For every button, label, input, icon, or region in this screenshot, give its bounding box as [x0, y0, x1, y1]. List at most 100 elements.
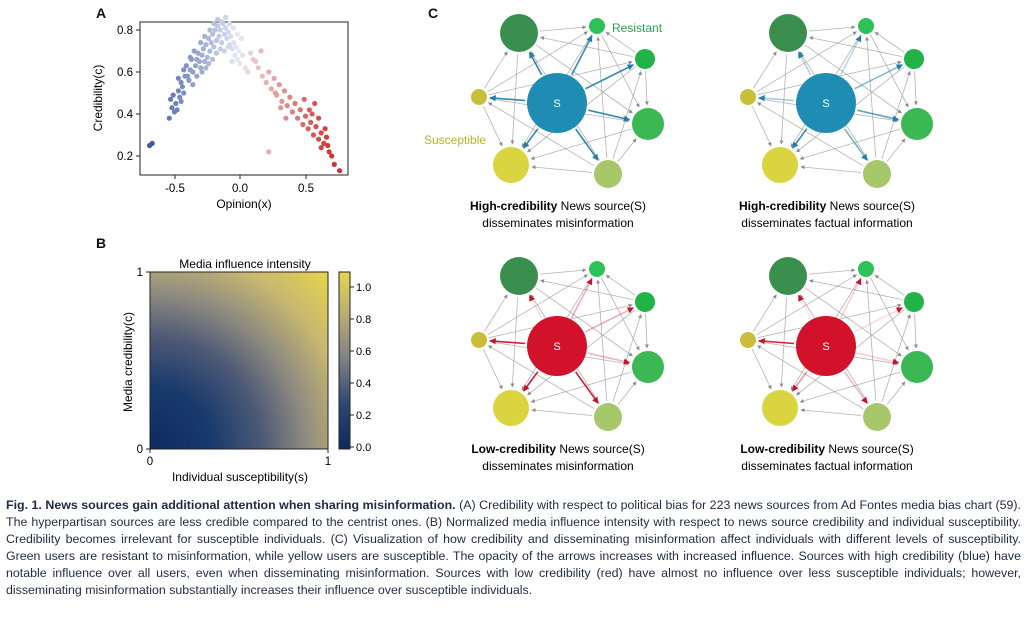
resistant-node [904, 49, 924, 69]
scatter-point [221, 31, 227, 37]
colorbar-tick: 0.8 [356, 314, 371, 326]
source-edge [528, 51, 543, 76]
scatter-point [166, 115, 172, 121]
network-edge [530, 371, 631, 403]
network-edge [531, 408, 593, 416]
network-edge [482, 348, 503, 390]
source-edge [758, 338, 795, 345]
susceptible-label: Susceptible [424, 133, 486, 147]
scatter-point [323, 134, 330, 140]
scatter-point [175, 88, 181, 94]
network-edge [757, 102, 864, 167]
network-edge [612, 314, 642, 402]
network-edge [752, 51, 777, 89]
scatter-point [221, 48, 227, 54]
scatter-point [225, 29, 231, 35]
network-edge [886, 381, 906, 405]
panel-a-xtick: -0.5 [165, 183, 185, 195]
scatter-point [230, 40, 236, 46]
scatter-point [196, 58, 202, 65]
mixed-node [594, 403, 622, 431]
scatter-point [219, 19, 225, 25]
scatter-point [174, 107, 180, 113]
scatter-point [301, 96, 307, 102]
scatter-point [302, 113, 309, 119]
scatter-point [204, 54, 210, 60]
panel-b-xlabel: Individual susceptibility(s) [172, 470, 308, 484]
scatter-point [216, 33, 222, 39]
news-source-label: S [553, 341, 560, 353]
panel-b-heatmap: Media influence intensity 1 0 0 1 Indivi… [121, 257, 371, 484]
scatter-point [266, 69, 272, 75]
scatter-point [186, 77, 192, 83]
panel-a-ytick: 0.6 [117, 67, 133, 79]
colorbar-tick: 0.0 [356, 442, 371, 454]
source-edge [854, 64, 903, 90]
scatter-point [223, 25, 229, 31]
network-edge [482, 105, 503, 147]
source-edge [489, 338, 526, 345]
susceptible-node [762, 390, 798, 426]
panel-a-ylabel: Credibility(c) [91, 65, 105, 132]
scatter-point [331, 161, 337, 167]
scatter-point [192, 63, 199, 69]
scatter-point [240, 52, 246, 58]
panel-a-xlabel: Opinion(x) [216, 197, 271, 211]
network-edge [487, 31, 588, 93]
resistant-node [901, 351, 933, 383]
network-edge [757, 345, 864, 410]
mixed-node [594, 160, 622, 188]
network-edge [874, 31, 905, 53]
figure: A B C 0.2 0.4 0.6 0.8 -0.5 0.0 0.5 Opini… [91, 5, 933, 484]
scatter-point [198, 65, 204, 71]
network-edge [756, 274, 857, 336]
scatter-point [217, 27, 223, 33]
scatter-point [223, 14, 229, 20]
source-edge [575, 371, 599, 404]
network-subtitle-1: disseminates misinformation [482, 216, 633, 230]
resistant-node [858, 18, 874, 34]
scatter-point [187, 54, 193, 60]
network-edge [800, 408, 862, 416]
scatter-point [208, 40, 214, 46]
scatter-point [316, 115, 322, 121]
network-edge [886, 138, 906, 162]
network-edge [870, 277, 909, 351]
panel-b-colorbar [338, 271, 351, 450]
source-edge [854, 307, 903, 333]
scatter-point [215, 16, 221, 23]
network-edge [488, 102, 595, 167]
scatter-point [279, 98, 285, 104]
scatter-point [207, 27, 213, 33]
network-subtitle-4: disseminates factual information [741, 459, 912, 473]
scatter-point [289, 109, 295, 115]
scatter-point [309, 111, 315, 117]
scatter-point [212, 27, 218, 33]
scatter-point [178, 79, 184, 86]
source-edge [791, 128, 808, 149]
network-title-bold: Low-credibility [471, 442, 556, 456]
scatter-point [190, 69, 196, 75]
network-edge [539, 268, 587, 275]
caption-part-b: (B) Normalized media influence intensity… [6, 515, 1021, 546]
scatter-point [295, 115, 301, 121]
scatter-point [202, 33, 208, 39]
scatter-point [258, 48, 264, 54]
mixed-node [863, 403, 891, 431]
scatter-point [206, 35, 212, 42]
network-edge [799, 128, 900, 160]
scatter-point [266, 149, 272, 155]
scatter-point [297, 107, 303, 113]
panel-c-titles: High-credibility News source(S) dissemin… [470, 199, 915, 473]
scatter-point [215, 23, 221, 29]
mixed-node [863, 160, 891, 188]
network-title-2: High-credibility News source(S) [739, 199, 915, 213]
news-source-node [796, 73, 856, 133]
scatter-point [211, 44, 217, 50]
panel-a-ytick: 0.8 [117, 25, 133, 37]
panel-b-ytick: 0 [137, 444, 143, 456]
network-edge [605, 274, 636, 296]
scatter-point [310, 132, 316, 138]
news-source-label: S [822, 341, 829, 353]
network-1: S [471, 14, 664, 188]
